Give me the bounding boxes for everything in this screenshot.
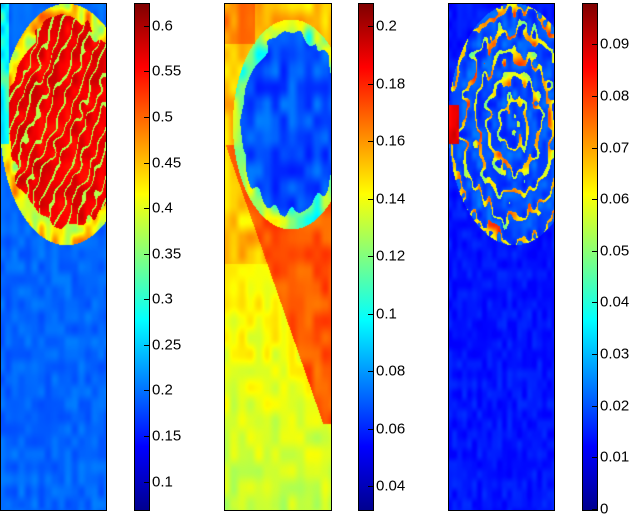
colorbar-tick-label: 0.06 (600, 190, 630, 208)
colorbar-tick-label: 0.25 (152, 336, 182, 354)
colorbar-tick (368, 371, 373, 372)
colorbar-tick (144, 390, 149, 392)
colorbar-tick-label: 0.5 (152, 108, 173, 126)
colorbar-tick-label: 0.05 (600, 242, 630, 260)
colorbar-tick (368, 198, 373, 200)
colorbar-tick (368, 486, 373, 487)
colorbar-tick (144, 208, 149, 210)
colorbar-tick-label: 0 (600, 500, 609, 518)
colorbar-tick (144, 481, 149, 483)
colorbar-tick (592, 250, 597, 252)
colorbar-tick (144, 299, 149, 301)
colorbar-tick (144, 116, 149, 118)
image-panel-1 (0, 3, 107, 511)
colorbar-tick-label: 0.2 (152, 381, 173, 399)
colorbar-tick-label: 0.15 (152, 427, 182, 445)
colorbar-tick (592, 302, 597, 304)
colorbar-tick-label: 0.55 (152, 62, 182, 80)
colorbar-tick (368, 26, 373, 27)
colorbar-tick-label: 0.06 (376, 420, 406, 437)
colorbar-tick (592, 354, 597, 356)
colorbar-tick (592, 44, 597, 46)
colorbar-tick (144, 162, 149, 164)
heatmap-image-2 (225, 4, 331, 510)
colorbar-tick-label: 0.3 (152, 290, 173, 308)
colorbar-tick-label: 0.09 (600, 35, 630, 53)
colorbar-tick (144, 25, 149, 27)
colorbar-tick-label: 0.1 (376, 305, 397, 322)
colorbar-tick (592, 509, 597, 510)
image-panel-3 (448, 3, 555, 511)
colorbar-tick-label: 0.18 (376, 75, 406, 92)
colorbar-tick (368, 83, 373, 85)
colorbar-tick-label: 0.08 (376, 362, 406, 380)
colorbar-1 (134, 3, 150, 511)
colorbar-tick (592, 405, 597, 407)
image-panel-2 (224, 3, 332, 511)
colorbar-tick-label: 0.08 (600, 87, 630, 105)
colorbar-tick-label: 0.45 (152, 154, 182, 172)
colorbar-tick-label: 0.14 (376, 190, 406, 207)
colorbar-tick (592, 95, 597, 97)
colorbar-tick-label: 0.2 (376, 17, 397, 35)
colorbar-tick-label: 0.16 (376, 132, 406, 150)
colorbar-tick (368, 313, 373, 315)
colorbar-tick-label: 0.35 (152, 245, 182, 263)
colorbar-tick (592, 199, 597, 201)
colorbar-tick (368, 256, 373, 257)
colorbar-tick-label: 0.03 (600, 345, 630, 363)
heatmap-image-3 (449, 4, 554, 510)
heatmap-image-1 (1, 4, 106, 510)
colorbar-tick-label: 0.4 (152, 199, 173, 217)
colorbar-tick (144, 71, 149, 73)
colorbar-tick (144, 436, 149, 438)
colorbar-tick (368, 428, 373, 430)
colorbar-tick (144, 253, 149, 255)
colorbar-tick-label: 0.12 (376, 247, 406, 265)
colorbar-tick (592, 457, 597, 459)
colorbar-2 (358, 3, 374, 511)
colorbar-tick-label: 0.6 (152, 17, 173, 35)
colorbar-tick-label: 0.04 (376, 477, 406, 495)
colorbar-tick-label: 0.07 (600, 139, 630, 157)
colorbar-tick-label: 0.01 (600, 448, 630, 466)
colorbar-tick (144, 344, 149, 346)
colorbar-tick (592, 147, 597, 149)
colorbar-tick-label: 0.04 (600, 293, 630, 311)
colorbar-tick-label: 0.02 (600, 397, 630, 415)
colorbar-tick (368, 141, 373, 142)
colorbar-tick-label: 0.1 (152, 473, 173, 491)
colorbar-3 (582, 3, 598, 511)
